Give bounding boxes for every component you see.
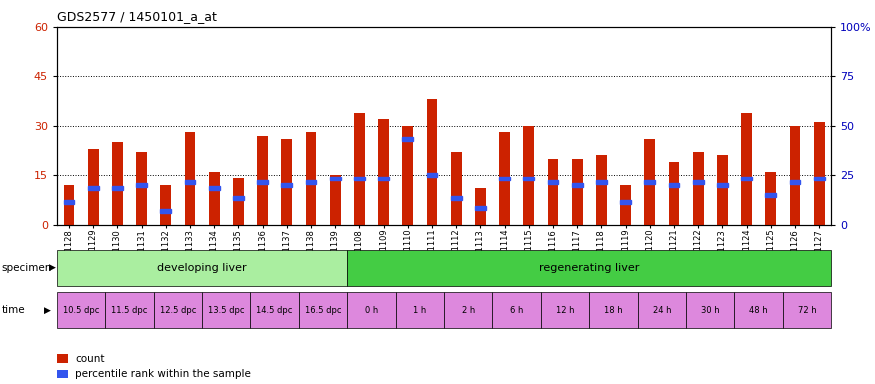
Bar — [330, 175, 340, 225]
Bar — [426, 173, 438, 177]
Text: ▶: ▶ — [49, 263, 56, 272]
Bar — [620, 185, 631, 225]
Bar — [354, 113, 365, 225]
Bar — [257, 136, 268, 225]
Bar — [209, 172, 220, 225]
Bar — [693, 180, 704, 184]
Text: developing liver: developing liver — [158, 263, 247, 273]
Bar — [233, 196, 244, 200]
Bar — [378, 177, 389, 180]
Text: 1 h: 1 h — [413, 306, 426, 314]
Text: count: count — [75, 354, 105, 364]
Bar — [766, 193, 776, 197]
Bar — [814, 177, 824, 180]
Text: GDS2577 / 1450101_a_at: GDS2577 / 1450101_a_at — [57, 10, 217, 23]
Bar — [523, 177, 535, 180]
Text: 12 h: 12 h — [556, 306, 574, 314]
Bar — [644, 180, 655, 184]
Text: 48 h: 48 h — [749, 306, 768, 314]
Text: percentile rank within the sample: percentile rank within the sample — [75, 369, 251, 379]
Bar — [814, 122, 824, 225]
Bar — [741, 177, 752, 180]
Bar — [233, 179, 244, 225]
Bar — [548, 159, 558, 225]
Bar — [185, 180, 195, 184]
Bar — [499, 177, 510, 180]
Bar — [451, 152, 462, 225]
Bar — [548, 180, 558, 184]
Text: time: time — [2, 305, 25, 315]
Text: 6 h: 6 h — [510, 306, 523, 314]
Bar — [305, 132, 317, 225]
Bar — [668, 183, 679, 187]
Bar — [717, 183, 728, 187]
Bar — [88, 186, 99, 190]
Bar — [88, 149, 99, 225]
Text: 14.5 dpc: 14.5 dpc — [256, 306, 293, 314]
Bar — [112, 142, 123, 225]
Bar — [475, 206, 486, 210]
Bar — [596, 180, 606, 184]
Bar — [475, 189, 486, 225]
Bar — [402, 126, 413, 225]
Bar — [693, 152, 704, 225]
Text: 18 h: 18 h — [604, 306, 623, 314]
Bar — [136, 152, 147, 225]
Bar — [305, 180, 317, 184]
Bar — [136, 183, 147, 187]
Text: 10.5 dpc: 10.5 dpc — [63, 306, 99, 314]
Text: regenerating liver: regenerating liver — [539, 263, 640, 273]
Bar — [499, 132, 510, 225]
Text: 24 h: 24 h — [653, 306, 671, 314]
Text: 13.5 dpc: 13.5 dpc — [208, 306, 244, 314]
Bar — [596, 156, 606, 225]
Bar — [257, 180, 268, 184]
Bar — [64, 200, 74, 204]
Bar — [160, 210, 172, 214]
Bar — [789, 180, 801, 184]
Bar — [451, 196, 462, 200]
Bar — [160, 185, 172, 225]
Bar — [185, 132, 195, 225]
Bar — [644, 139, 655, 225]
Bar — [523, 126, 535, 225]
Text: ▶: ▶ — [44, 306, 51, 314]
Text: specimen: specimen — [2, 263, 52, 273]
Bar — [668, 162, 679, 225]
Text: 12.5 dpc: 12.5 dpc — [159, 306, 196, 314]
Text: 2 h: 2 h — [462, 306, 475, 314]
Bar — [378, 119, 389, 225]
Bar — [766, 172, 776, 225]
Bar — [789, 126, 801, 225]
Bar — [354, 177, 365, 180]
Bar — [209, 186, 220, 190]
Bar — [282, 139, 292, 225]
Bar — [571, 183, 583, 187]
Text: 16.5 dpc: 16.5 dpc — [304, 306, 341, 314]
Bar — [717, 156, 728, 225]
Bar — [402, 137, 413, 141]
Bar — [741, 113, 752, 225]
Bar — [571, 159, 583, 225]
Text: 11.5 dpc: 11.5 dpc — [111, 306, 148, 314]
Bar — [330, 177, 340, 180]
Bar — [426, 99, 438, 225]
Text: 30 h: 30 h — [701, 306, 719, 314]
Bar — [620, 200, 631, 204]
Bar — [112, 186, 123, 190]
Text: 72 h: 72 h — [798, 306, 816, 314]
Bar — [64, 185, 74, 225]
Text: 0 h: 0 h — [365, 306, 378, 314]
Bar — [282, 183, 292, 187]
